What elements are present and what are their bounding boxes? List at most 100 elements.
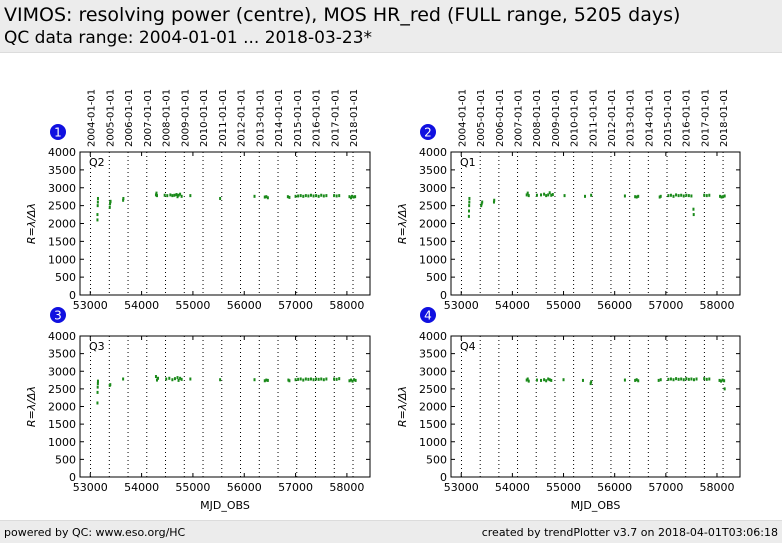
data-point bbox=[176, 195, 179, 199]
y-tick-label: 4000 bbox=[48, 146, 76, 159]
data-point bbox=[96, 218, 99, 222]
data-point bbox=[535, 378, 538, 382]
data-point bbox=[468, 209, 471, 213]
data-point bbox=[154, 193, 157, 197]
data-point bbox=[166, 194, 169, 198]
data-point bbox=[525, 378, 528, 382]
data-point bbox=[550, 193, 553, 197]
data-point bbox=[353, 378, 356, 382]
data-point bbox=[720, 195, 723, 199]
data-point bbox=[467, 214, 470, 218]
data-point bbox=[96, 379, 99, 383]
year-tick-label: 2016-01-01 bbox=[682, 89, 693, 147]
data-point bbox=[669, 377, 672, 381]
data-point bbox=[719, 194, 722, 198]
data-point bbox=[109, 199, 112, 203]
data-point bbox=[352, 195, 355, 199]
data-point bbox=[253, 378, 256, 382]
data-point bbox=[634, 195, 637, 199]
data-point bbox=[189, 194, 192, 198]
data-point bbox=[180, 377, 183, 381]
data-point bbox=[96, 196, 99, 200]
plot-frame bbox=[450, 335, 741, 478]
data-point bbox=[312, 378, 315, 382]
year-tick-label: 2014-01-01 bbox=[274, 89, 285, 147]
year-tick-label: 2009-01-01 bbox=[551, 89, 562, 147]
y-tick-label: 3500 bbox=[48, 164, 76, 177]
footer-bar: powered by QC: www.eso.org/HC created by… bbox=[0, 520, 782, 543]
data-point bbox=[179, 192, 182, 196]
data-point bbox=[721, 378, 724, 382]
data-point bbox=[354, 195, 357, 199]
data-point bbox=[219, 378, 222, 382]
data-point bbox=[480, 202, 483, 206]
data-point bbox=[155, 194, 158, 198]
x-tick-label: 57000 bbox=[648, 481, 683, 494]
year-tick-label: 2006-01-01 bbox=[124, 89, 135, 147]
data-point bbox=[177, 193, 180, 197]
y-tick-label: 2000 bbox=[48, 401, 76, 414]
data-point bbox=[315, 194, 318, 198]
data-point bbox=[547, 193, 550, 197]
data-point bbox=[672, 194, 675, 198]
panel-number: 4 bbox=[424, 309, 432, 323]
x-tick-label: 58000 bbox=[699, 299, 734, 312]
plot-frame bbox=[79, 151, 371, 296]
data-point bbox=[695, 377, 698, 381]
data-point bbox=[708, 377, 711, 381]
data-point bbox=[338, 377, 341, 381]
data-point bbox=[109, 383, 112, 387]
year-tick-label: 2007-01-01 bbox=[143, 89, 154, 147]
x-tick-label: 55000 bbox=[546, 299, 581, 312]
data-point bbox=[690, 194, 693, 198]
y-tick-label: 0 bbox=[440, 471, 447, 484]
year-tick-label: 2005-01-01 bbox=[105, 89, 116, 147]
data-point bbox=[659, 378, 662, 382]
year-tick-label: 2012-01-01 bbox=[607, 89, 618, 147]
y-tick-label: 2000 bbox=[419, 218, 447, 231]
data-point bbox=[122, 196, 125, 200]
x-tick-label: 54000 bbox=[495, 481, 530, 494]
data-point bbox=[171, 378, 174, 382]
y-tick-label: 1500 bbox=[48, 418, 76, 431]
y-tick-label: 4000 bbox=[419, 330, 447, 343]
x-tick-label: 54000 bbox=[495, 299, 530, 312]
footer-credit: powered by QC: www.eso.org/HC bbox=[4, 526, 186, 539]
data-point bbox=[155, 378, 158, 382]
data-point bbox=[527, 194, 530, 198]
data-point bbox=[96, 401, 99, 405]
year-tick-label: 2004-01-01 bbox=[87, 89, 98, 147]
x-tick-label: 57000 bbox=[278, 481, 313, 494]
data-point bbox=[312, 194, 315, 198]
data-point bbox=[322, 378, 325, 382]
data-point bbox=[581, 378, 584, 382]
data-point bbox=[543, 378, 546, 382]
data-point bbox=[720, 379, 723, 383]
data-point bbox=[685, 193, 688, 197]
data-point bbox=[165, 377, 168, 381]
y-axis-label: R=λ/Δλ bbox=[396, 203, 409, 244]
y-tick-label: 1000 bbox=[419, 436, 447, 449]
x-axis-label: MJD_OBS bbox=[200, 499, 250, 512]
y-tick-label: 0 bbox=[69, 471, 76, 484]
panel-number: 1 bbox=[54, 126, 62, 140]
data-point bbox=[317, 377, 320, 381]
data-point bbox=[325, 194, 328, 198]
data-point bbox=[675, 377, 678, 381]
data-point bbox=[96, 204, 99, 208]
year-tick-label: 2006-01-01 bbox=[495, 89, 506, 147]
year-tick-label: 2010-01-01 bbox=[199, 89, 210, 147]
data-point bbox=[96, 382, 99, 386]
data-point bbox=[265, 195, 268, 199]
data-point bbox=[309, 377, 312, 381]
data-point bbox=[168, 376, 171, 380]
data-point bbox=[302, 194, 305, 198]
panel-number-badge bbox=[50, 307, 66, 323]
data-point bbox=[154, 375, 157, 379]
page-subtitle: QC data range: 2004-01-01 ... 2018-03-23… bbox=[4, 28, 373, 48]
data-point bbox=[299, 194, 302, 198]
y-tick-label: 500 bbox=[55, 271, 76, 284]
data-point bbox=[635, 195, 638, 199]
y-tick-label: 1500 bbox=[419, 418, 447, 431]
panel-label: Q2 bbox=[89, 156, 105, 169]
